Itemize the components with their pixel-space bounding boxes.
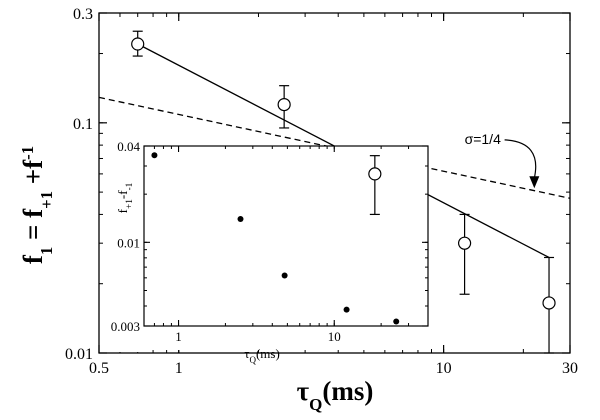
inset-y-tick-label: 0.003 xyxy=(111,319,140,334)
data-point xyxy=(368,167,382,181)
inset-x-label-sub: Q xyxy=(249,355,256,365)
main-y-tick-label: 0.3 xyxy=(73,6,93,23)
x-label-sub: Q xyxy=(309,395,322,414)
main-y-axis-label: f1 = f+1 +f-1 xyxy=(18,146,56,264)
main-y-axis-label-part: = f xyxy=(18,208,48,247)
main-frame xyxy=(98,12,571,354)
data-point xyxy=(277,97,291,112)
data-point xyxy=(457,236,472,250)
main-x-tick-label: 0.5 xyxy=(89,360,109,377)
inset-y-tick-label: 0.01 xyxy=(117,235,140,250)
x-label-rest: (ms) xyxy=(322,376,373,406)
inset-background xyxy=(144,146,428,326)
sigma-annotation: σ=1/4 xyxy=(465,131,501,147)
main-y-tick-label: 0.01 xyxy=(65,346,93,363)
main-y-axis-label-part: +f xyxy=(18,159,48,191)
inset-x-tick-label: 10 xyxy=(328,329,341,344)
inset-y-tick-label: 0.04 xyxy=(117,139,140,154)
data-point xyxy=(131,37,145,51)
inset-x-axis-label: τQ(ms) xyxy=(244,346,280,365)
main-x-axis-label: τQ(ms) xyxy=(297,376,374,414)
inset-data-point xyxy=(343,306,350,313)
inset-y-axis-label-part: -1 xyxy=(125,182,135,190)
overlay: σ=1/4 xyxy=(131,30,556,354)
inset-data-point xyxy=(281,272,288,279)
x-label-base: τ xyxy=(297,376,310,406)
inset-x-label-base: τ xyxy=(244,346,249,361)
inset-x-label-rest: (ms) xyxy=(256,346,280,361)
main-y-axis-label-part: -1 xyxy=(18,146,37,160)
inset-label-backdrop xyxy=(144,326,428,350)
inset-data-point xyxy=(237,215,244,222)
data-point xyxy=(542,296,556,310)
inset-data-point xyxy=(151,152,158,159)
inset-label-backdrop xyxy=(104,138,144,352)
main-y-tick-label: 0.1 xyxy=(73,116,93,133)
main-x-tick-label: 1 xyxy=(175,360,183,377)
inset-x-tick-label: 1 xyxy=(175,329,182,344)
main-y-axis-label-part: f xyxy=(18,254,48,264)
main-x-tick-label: 10 xyxy=(436,360,452,377)
inset-y-axis-label-part: f xyxy=(115,208,130,213)
inset-y-axis-label-part: -f xyxy=(115,190,130,199)
inset-y-axis-label-part: +1 xyxy=(125,199,135,209)
inset-data-point xyxy=(393,318,400,325)
main-x-tick-label: 30 xyxy=(562,360,578,377)
main-y-axis-label-part: +1 xyxy=(37,191,56,209)
main-y-axis-label-part: 1 xyxy=(37,247,56,255)
annotation-arrow xyxy=(504,139,537,179)
inset-y-axis-label: f+1-f-1 xyxy=(115,182,135,213)
annotation-arrowhead xyxy=(529,176,540,189)
inset-frame xyxy=(143,145,429,327)
